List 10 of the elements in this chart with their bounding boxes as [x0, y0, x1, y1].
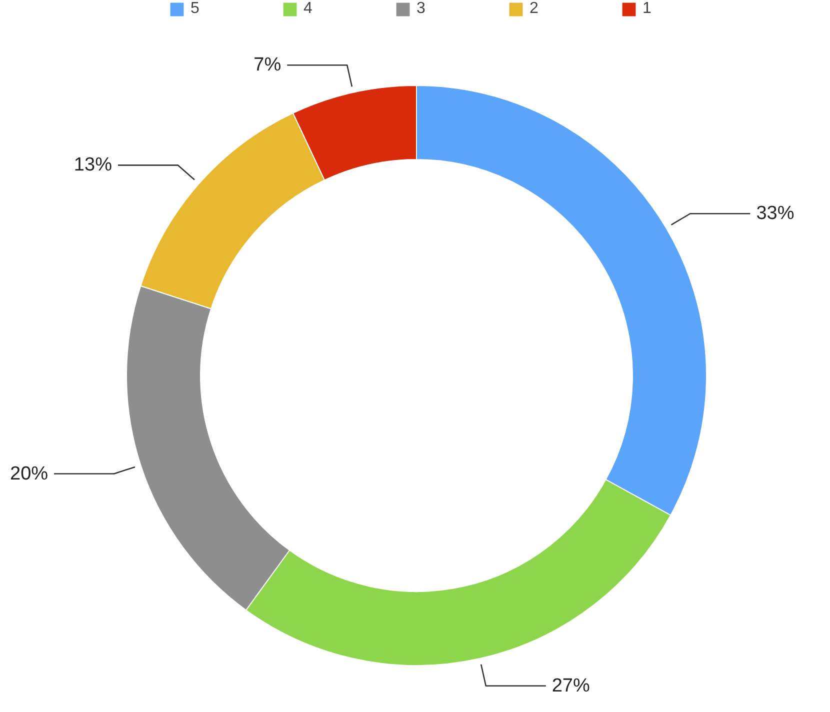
data-label: 13% [74, 154, 112, 176]
legend-label: 5 [190, 0, 200, 18]
data-label: 7% [254, 54, 282, 76]
legend-label: 3 [416, 0, 426, 18]
legend-label: 1 [642, 0, 652, 18]
data-label: 33% [756, 203, 794, 224]
data-label: 27% [552, 675, 590, 696]
legend-label: 4 [304, 0, 314, 18]
legend-label: 2 [530, 0, 540, 18]
data-label: 20% [10, 463, 48, 484]
